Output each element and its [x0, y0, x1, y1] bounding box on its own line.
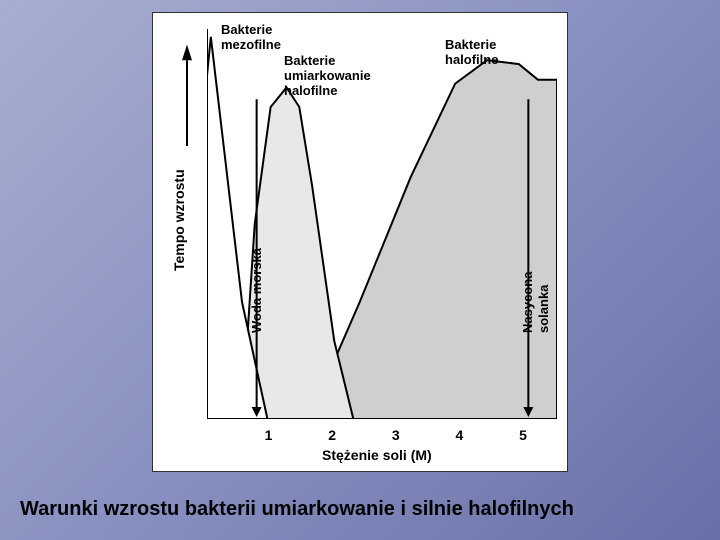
series-label-halophilic: Bakterie halofilne: [445, 38, 498, 68]
refline-label-seawater: Woda morska: [249, 248, 264, 333]
ref-arrow-seawater: [252, 407, 262, 417]
chart-container: 12345Stężenie soli (M)Tempo wzrostuWoda …: [152, 12, 568, 472]
series-label-moderate-halophilic: Bakterie umiarkowanie halofilne: [284, 54, 371, 99]
figure-caption: Warunki wzrostu bakterii umiarkowanie i …: [20, 498, 574, 521]
ref-arrow-saturated-brine: [523, 407, 533, 417]
series-label-mesophilic: Bakterie mezofilne: [221, 23, 281, 53]
refline-label-saturated-brine-2: solanka: [536, 285, 551, 333]
refline-label-saturated-brine: Nasycona: [520, 272, 535, 333]
